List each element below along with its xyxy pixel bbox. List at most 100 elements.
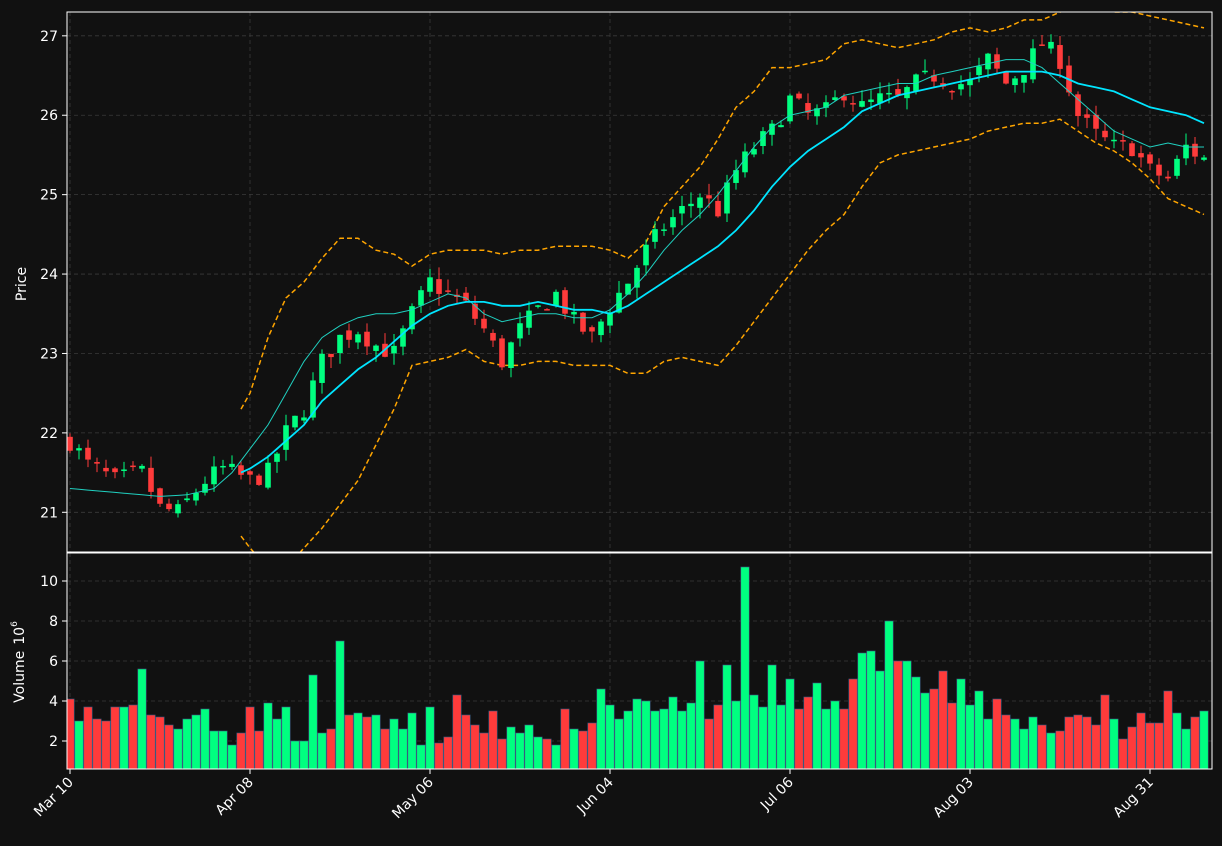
volume-bar (1145, 722, 1155, 769)
volume-bar (245, 706, 255, 769)
price-panel-frame (66, 11, 1213, 553)
price-ytick-label: 23 (40, 346, 58, 362)
series-ma-slow (240, 70, 1205, 474)
volume-ytick-label: 8 (49, 614, 58, 630)
candle (877, 82, 883, 110)
volume-bar (335, 640, 345, 769)
volume-bar (740, 566, 750, 769)
candle (562, 287, 568, 320)
price-ytick-label: 26 (40, 108, 58, 124)
volume-ytick-label: 6 (49, 654, 58, 670)
candle (85, 439, 91, 468)
candle-body (1156, 164, 1162, 176)
candle (535, 304, 541, 309)
volume-bar (920, 692, 930, 769)
candle-body (742, 151, 748, 173)
candle-body (130, 465, 136, 468)
candle-body (760, 131, 766, 147)
candle-body (211, 466, 217, 485)
candle-body (598, 321, 604, 336)
volume-bar (173, 728, 183, 769)
candle (220, 459, 226, 475)
volume-bar (1136, 712, 1146, 769)
series-ma-fast (69, 59, 1204, 497)
volume-bar (191, 714, 201, 769)
candle (814, 104, 820, 125)
candle-body (1039, 44, 1045, 46)
candle-body (256, 475, 262, 485)
candle (1165, 170, 1171, 182)
candle-body (301, 417, 307, 421)
candle (409, 303, 415, 335)
volume-bar (1055, 730, 1065, 769)
candle (967, 72, 973, 97)
candle-body (778, 125, 784, 128)
candle-body (1084, 114, 1090, 118)
candle (823, 95, 829, 118)
volume-bar (101, 720, 111, 769)
candle-body (409, 306, 415, 330)
volume-bar (632, 698, 642, 769)
candle (625, 283, 631, 295)
candle-body (769, 123, 775, 135)
candle-body (652, 229, 658, 242)
volume-bar (119, 706, 129, 769)
volume-bar (1082, 716, 1092, 769)
volume-bar (1199, 710, 1209, 769)
price-ytick-label: 21 (40, 505, 58, 521)
volume-bar (263, 702, 273, 769)
candle-body (1102, 130, 1108, 138)
candle-body (661, 229, 667, 231)
volume-bar (371, 714, 381, 769)
candle-body (274, 453, 280, 462)
volume-axis-label-base: 10 (12, 627, 28, 645)
candle-body (931, 75, 937, 82)
candle-body (238, 465, 244, 475)
candle-body (391, 345, 397, 354)
volume-bar (344, 714, 354, 769)
candle (1075, 91, 1081, 127)
volume-bar (1028, 716, 1038, 769)
candle-body (706, 195, 712, 199)
volume-axis-label-exponent: 6 (10, 621, 20, 627)
candle-body (373, 345, 379, 351)
candle-body (337, 334, 343, 354)
candle (418, 286, 424, 314)
volume-bar (218, 730, 228, 769)
candle-body (751, 149, 757, 155)
volume-bar (137, 668, 147, 769)
candle-body (688, 203, 694, 207)
price-ytick-label: 22 (40, 426, 58, 442)
candle (1183, 133, 1189, 166)
volume-bar (290, 740, 300, 769)
candle-body (328, 353, 334, 358)
candle (490, 329, 496, 348)
volume-bar (749, 694, 759, 769)
volume-bar (983, 718, 993, 769)
candle (472, 295, 478, 326)
candle-body (589, 327, 595, 332)
volume-bar (974, 690, 984, 769)
candle (265, 455, 271, 490)
volume-bar (1190, 716, 1200, 769)
candle (1012, 76, 1018, 93)
candle (292, 415, 298, 431)
volume-bar (857, 652, 867, 769)
volume-ytick-label: 4 (49, 694, 58, 710)
candle (184, 492, 190, 503)
candle (391, 334, 397, 365)
volume-bar (569, 728, 579, 769)
volume-bar (830, 700, 840, 769)
candle (301, 410, 307, 424)
candle (130, 461, 136, 472)
volume-bar (956, 678, 966, 769)
candle (427, 268, 433, 297)
candle-body (283, 425, 289, 450)
volume-bar (67, 698, 75, 769)
candle-body (310, 380, 316, 418)
candle-body (877, 93, 883, 104)
candle-body (508, 342, 514, 368)
candle-body (472, 303, 478, 319)
candle-body (850, 103, 856, 105)
volume-bar (389, 718, 399, 769)
